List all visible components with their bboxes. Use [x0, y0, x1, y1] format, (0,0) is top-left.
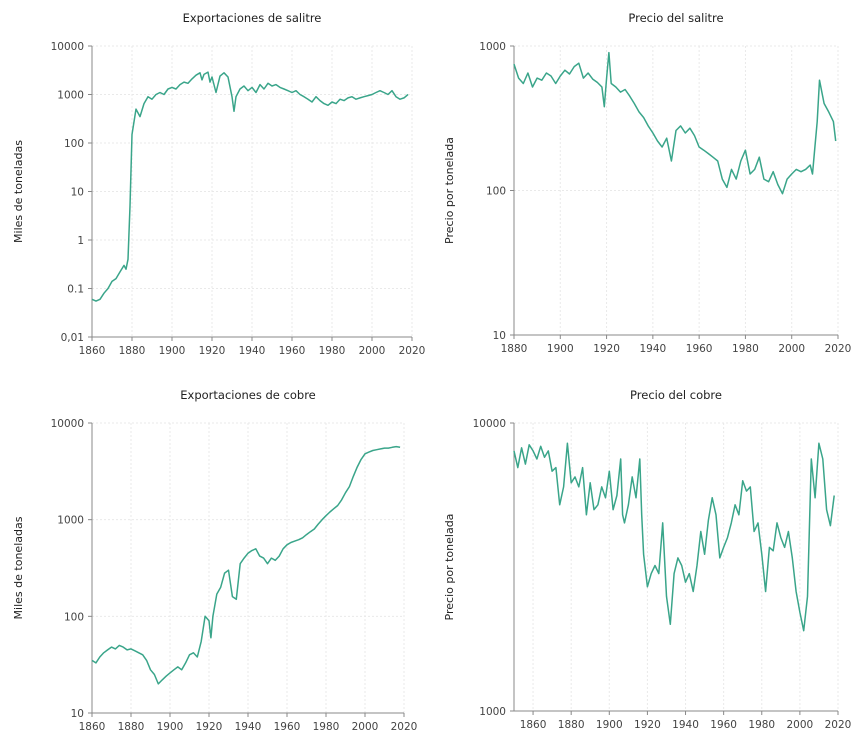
x-tick-label: 1940	[672, 719, 699, 731]
x-tick-label: 1980	[319, 345, 346, 357]
y-tick-label: 1	[77, 235, 84, 247]
chart-title: Precio del cobre	[630, 388, 722, 402]
x-tick-label: 2020	[391, 721, 418, 733]
y-tick-label: 100	[64, 611, 84, 623]
y-tick-label: 1000	[479, 706, 506, 718]
y-axis-label: Precio por tonelada	[443, 137, 456, 244]
y-tick-label: 0.1	[67, 284, 84, 296]
axes	[510, 422, 839, 715]
x-tick-label: 1880	[501, 343, 528, 355]
x-tick-label: 1920	[199, 345, 226, 357]
gridlines	[513, 45, 839, 336]
axes	[510, 45, 839, 339]
x-tick-label: 2000	[778, 343, 805, 355]
chart-panel-3: 1860 1880 1900 1920 1940 1960 1980 2000 2020 10 10…	[12, 388, 417, 733]
x-tick-label: 1940	[639, 343, 666, 355]
y-axis-label: Miles de toneladas	[12, 516, 25, 619]
x-tick-label: 1900	[547, 343, 574, 355]
x-tick-label: 1920	[196, 721, 223, 733]
x-tick-label: 1920	[593, 343, 620, 355]
x-tick-label: 1880	[558, 719, 585, 731]
y-tick-label: 0,01	[61, 332, 84, 344]
series-line-1	[91, 445, 401, 685]
series-line-1	[513, 442, 835, 632]
y-tick-label: 10000	[51, 418, 84, 430]
y-tick-label: 1000	[57, 515, 84, 527]
gridlines	[91, 422, 405, 714]
y-tick-label: 10	[71, 187, 84, 199]
axes	[88, 422, 405, 717]
chart-panel-1: 1860 1880 1900 1920 1940 1960 1980 2000 2020 0,01…	[12, 11, 425, 357]
x-tick-label: 1980	[748, 719, 775, 731]
series-line-1	[513, 51, 837, 195]
y-axis-label: Miles de toneladas	[12, 140, 25, 243]
axes	[88, 45, 413, 341]
x-tick-label: 1980	[732, 343, 759, 355]
x-tick-label: 1960	[686, 343, 713, 355]
x-tick-label: 2020	[825, 343, 852, 355]
x-tick-label: 2020	[825, 719, 852, 731]
x-tick-label: 1960	[710, 719, 737, 731]
y-axis-label: Precio por tonelada	[443, 514, 456, 621]
x-tick-label: 1960	[274, 721, 301, 733]
x-tick-label: 2000	[787, 719, 814, 731]
x-tick-label: 1880	[118, 721, 145, 733]
x-tick-label: 1940	[235, 721, 262, 733]
chart-title: Exportaciones de cobre	[180, 388, 316, 402]
chart-panel-4: 1860 1880 1900 1920 1940 1960 1980 2000 2020 1000…	[443, 388, 851, 731]
chart-panel-2: 1880 1900 1920 1940 1960 1980 2000 2020 10 100 100…	[443, 11, 851, 355]
y-tick-label: 100	[486, 186, 506, 198]
x-tick-label: 2000	[359, 345, 386, 357]
y-tick-label: 100	[64, 138, 84, 150]
x-tick-label: 2000	[352, 721, 379, 733]
x-tick-label: 1920	[634, 719, 661, 731]
x-tick-label: 1900	[157, 721, 184, 733]
chart-title: Exportaciones de salitre	[183, 11, 322, 25]
x-tick-label: 2020	[399, 345, 426, 357]
y-tick-label: 10	[493, 330, 506, 342]
x-tick-label: 1960	[279, 345, 306, 357]
chart-title: Precio del salitre	[628, 11, 723, 25]
x-tick-label: 1900	[596, 719, 623, 731]
x-tick-label: 1860	[79, 345, 106, 357]
x-tick-label: 1980	[313, 721, 340, 733]
y-tick-label: 10	[71, 708, 84, 720]
y-tick-label: 1000	[57, 90, 84, 102]
y-tick-label: 10000	[51, 41, 84, 53]
x-tick-label: 1860	[79, 721, 106, 733]
x-tick-label: 1940	[239, 345, 266, 357]
y-tick-label: 10000	[473, 418, 506, 430]
x-tick-label: 1880	[119, 345, 146, 357]
series-line-1	[91, 71, 409, 302]
x-tick-label: 1900	[159, 345, 186, 357]
gridlines	[91, 45, 413, 338]
y-tick-label: 1000	[479, 41, 506, 53]
x-tick-label: 1860	[520, 719, 547, 731]
